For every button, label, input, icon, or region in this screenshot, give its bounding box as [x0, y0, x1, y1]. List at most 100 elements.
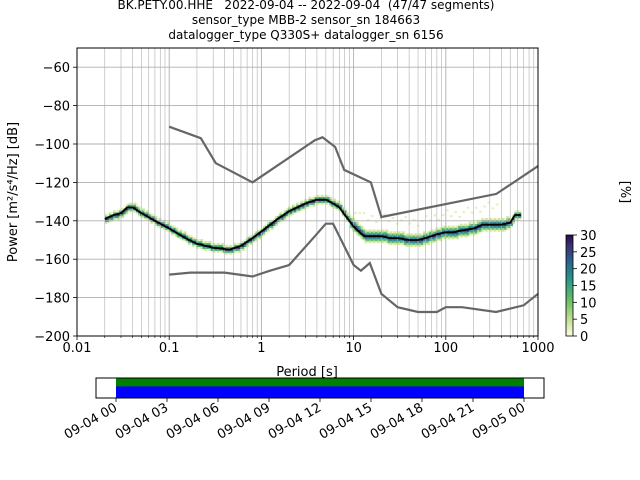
heatmap-cell [456, 225, 459, 228]
heatmap-cell [108, 217, 112, 221]
heatmap-cell [239, 248, 243, 251]
y-tick-label: −100 [34, 138, 70, 153]
heatmap-cell [314, 200, 318, 203]
heatmap-cell [425, 233, 428, 236]
heatmap-cell [472, 221, 476, 224]
heatmap-cell [167, 221, 170, 224]
heatmap-cell [383, 237, 387, 240]
heatmap-cell [115, 212, 118, 215]
heatmap-cell [477, 229, 480, 232]
heatmap-cell [110, 216, 114, 219]
heatmap-cell [208, 242, 212, 246]
heatmap-cell [491, 221, 495, 224]
heatmap-cell [398, 233, 401, 236]
heatmap-cell [497, 227, 501, 230]
heatmap-cell [433, 231, 437, 234]
heatmap-cell [379, 240, 382, 244]
heatmap-cell [474, 233, 478, 236]
heatmap-cell-faint [437, 218, 441, 221]
heatmap-cell [327, 194, 330, 198]
heatmap-cell [208, 244, 212, 248]
heatmap-cell [393, 240, 397, 244]
heatmap-cell [106, 221, 110, 224]
heatmap-cell [181, 237, 185, 240]
heatmap-cell [131, 202, 135, 205]
heatmap-cell [283, 217, 287, 221]
heatmap-cell [391, 242, 395, 246]
heatmap-cell [192, 237, 195, 240]
heatmap-cell [198, 244, 202, 248]
heatmap-cell [202, 246, 206, 249]
heatmap-cell [427, 231, 430, 234]
heatmap-cell [514, 216, 518, 219]
heatmap-cell [479, 231, 482, 234]
heatmap-cell [429, 231, 432, 234]
heatmap-cell [190, 240, 193, 244]
heatmap-cell [331, 200, 335, 203]
heatmap-cell [360, 231, 364, 234]
heatmap-cell [113, 212, 116, 215]
heatmap-cell [406, 237, 410, 240]
used-segments-bar [116, 378, 524, 387]
heatmap-cell [468, 229, 472, 232]
heatmap-cell [273, 217, 276, 221]
heatmap-cell-faint [466, 206, 470, 209]
heatmap-cell [138, 206, 141, 209]
heatmap-cell [104, 221, 108, 224]
heatmap-cell [127, 208, 131, 211]
heatmap-cell [294, 208, 297, 211]
heatmap-cell [439, 239, 443, 242]
heatmap-cell [298, 206, 301, 209]
heatmap-cell [441, 229, 445, 232]
heatmap-cell [256, 231, 260, 234]
heatmap-cell [262, 231, 266, 234]
heatmap-cell [242, 248, 245, 251]
heatmap-cell [373, 231, 376, 234]
heatmap-cell [474, 231, 478, 234]
heatmap-cell [273, 221, 276, 224]
heatmap-cell [383, 240, 387, 244]
heatmap-cell [431, 240, 434, 244]
heatmap-cell [400, 231, 403, 234]
heatmap-cell [323, 200, 326, 203]
heatmap-cell [204, 240, 208, 244]
heatmap-cell [516, 212, 520, 215]
heatmap-cell [323, 194, 326, 198]
heatmap-cell [329, 196, 333, 200]
heatmap-cell [212, 248, 216, 251]
heatmap-cell [115, 210, 118, 213]
heatmap-cell [152, 216, 156, 219]
heatmap-cell [518, 216, 522, 219]
heatmap-cell [321, 202, 324, 205]
heatmap-cell [148, 217, 152, 221]
heatmap-cell [358, 227, 362, 230]
heatmap-cell [138, 212, 141, 215]
heatmap-cell [133, 204, 137, 207]
heatmap-cell [504, 223, 507, 226]
heatmap-cell [327, 198, 330, 201]
heatmap-cell [433, 237, 437, 240]
heatmap-cell [441, 235, 445, 238]
heatmap-cell [433, 240, 437, 244]
heatmap-cell [113, 217, 116, 221]
heatmap-cell [298, 202, 301, 205]
heatmap-cell [468, 233, 472, 236]
heatmap-cell [244, 246, 247, 249]
heatmap-cell [502, 217, 505, 221]
colorbar-tick-label: 30 [580, 229, 597, 244]
heatmap-cell [462, 227, 466, 230]
heatmap-cell [385, 231, 389, 234]
heatmap-cell [300, 206, 303, 209]
heatmap-cell [495, 225, 499, 228]
heatmap-cell [291, 204, 295, 207]
heatmap-cell [321, 200, 324, 203]
heatmap-cell [219, 242, 222, 246]
heatmap-cell [516, 217, 520, 221]
heatmap-cell [123, 206, 127, 209]
colorbar-label: [%] [617, 181, 632, 204]
heatmap-cell [250, 242, 254, 246]
heatmap-cell [198, 246, 202, 249]
heatmap-cell [206, 240, 210, 244]
heatmap-cell [466, 235, 470, 238]
